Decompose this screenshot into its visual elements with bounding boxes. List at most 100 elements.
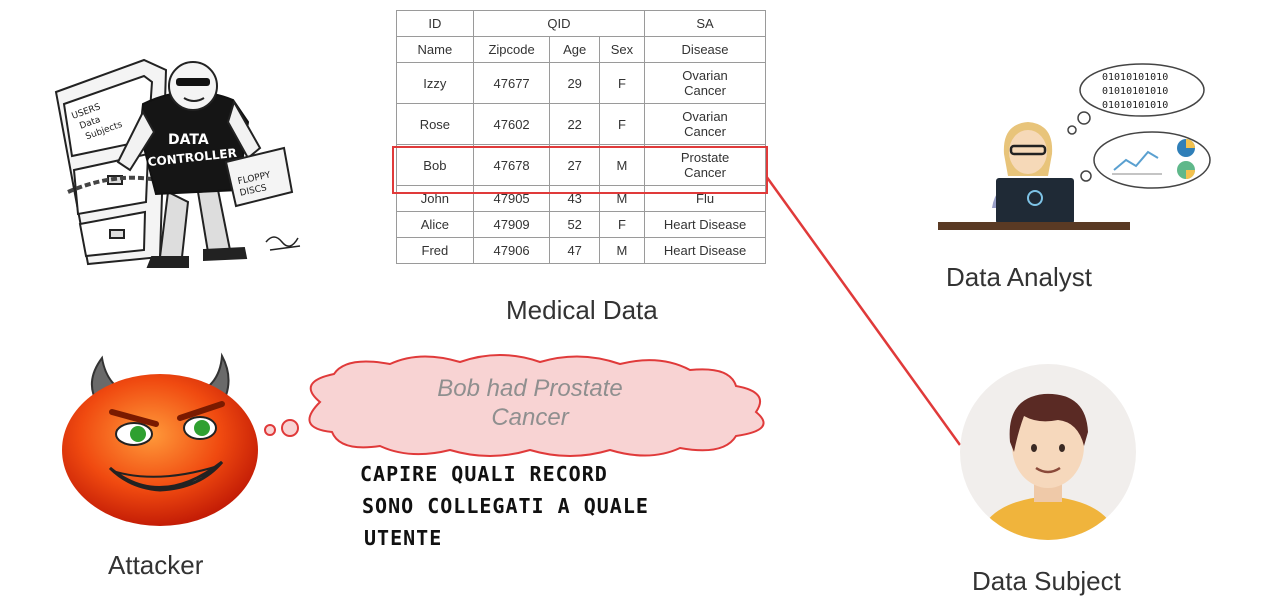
legs — [146, 188, 248, 268]
table-row: Rose 47602 22 F Ovarian Cancer — [396, 103, 766, 145]
attacker-devil-face — [62, 352, 258, 526]
avatar-face — [1012, 404, 1084, 488]
data-analyst-illustration: 01010101010 01010101010 01010101010 — [938, 63, 1211, 230]
analyst-glasses — [1009, 144, 1047, 156]
cell-age: 27 — [549, 144, 600, 186]
attacker-thought-cloud — [264, 354, 765, 457]
cell-name: Rose — [396, 103, 474, 145]
binary-thought-bubble — [1079, 63, 1205, 117]
left-brow — [109, 409, 159, 427]
cell-disease: Heart Disease — [644, 237, 766, 264]
cell-age: 47 — [549, 237, 600, 264]
table-column-header-row: Name Zipcode Age Sex Disease — [396, 36, 766, 63]
artist-signature — [265, 236, 301, 251]
right-pupil — [194, 420, 210, 436]
cell-disease-line2: Cancer — [684, 124, 726, 139]
cell-disease-line1: Prostate — [680, 150, 730, 165]
thought-line1: Bob had Prostate — [437, 375, 623, 402]
cell-disease: Heart Disease — [644, 211, 766, 238]
table-row: Fred 47906 47 M Heart Disease — [396, 237, 766, 264]
cloud-trail-dot — [281, 419, 299, 437]
highlighted-row-box — [392, 146, 768, 194]
column-header-zipcode: Zipcode — [472, 36, 551, 63]
column-header-disease: Disease — [644, 36, 766, 63]
cell-sex: F — [598, 62, 646, 104]
cell-zipcode: 47677 — [472, 62, 551, 104]
devil-grin — [108, 460, 224, 492]
cell-age: 43 — [549, 185, 600, 212]
thought-dot — [1067, 125, 1077, 135]
cell-disease: Prostate Cancer — [644, 144, 766, 186]
group-header-sa: SA — [644, 10, 766, 37]
mouth — [183, 97, 205, 102]
cell-sex: M — [598, 185, 646, 212]
handwritten-note-line3: UTENTE — [364, 526, 443, 550]
cell-age: 52 — [549, 211, 600, 238]
grin-teeth-line — [115, 465, 219, 478]
cell-sex: F — [598, 103, 646, 145]
thought-dot — [1077, 111, 1091, 125]
cell-name: Bob — [396, 144, 474, 186]
chart-thought-bubble — [1093, 131, 1211, 189]
handwritten-note-line2: SONO COLLEGATI A QUALE — [362, 494, 649, 518]
mini-pie-slice — [1186, 170, 1195, 179]
column-header-age: Age — [549, 36, 600, 63]
filing-cabinet — [54, 58, 168, 266]
avatar-right-eye — [1059, 444, 1065, 452]
subject-caption: Data Subject — [972, 566, 1121, 596]
thought-dot — [1080, 170, 1092, 182]
cell-sex: M — [598, 237, 646, 264]
thought-text: Bob had Prostate Cancer — [380, 374, 680, 432]
table-group-header-row: ID QID SA — [396, 10, 766, 37]
cell-disease-line1: Ovarian — [682, 109, 728, 124]
table-caption: Medical Data — [506, 295, 658, 325]
attacker-caption: Attacker — [108, 550, 204, 580]
avatar-shirt — [978, 496, 1118, 540]
devil-head — [62, 374, 258, 526]
group-header-id: ID — [396, 10, 474, 37]
arm-left — [116, 109, 156, 172]
binary-text-3: 01010101010 — [1102, 100, 1168, 111]
avatar-smile — [1035, 466, 1061, 474]
cell-zipcode: 47906 — [472, 237, 551, 264]
floppy-bag — [224, 146, 294, 208]
cell-sex: F — [598, 211, 646, 238]
cell-name: Alice — [396, 211, 474, 238]
cell-disease: Ovarian Cancer — [644, 103, 766, 145]
cell-disease: Ovarian Cancer — [644, 62, 766, 104]
binary-text-2: 01010101010 — [1102, 86, 1168, 97]
column-header-sex: Sex — [598, 36, 646, 63]
medical-data-table: ID QID SA Name Zipcode Age Sex Disease I… — [396, 10, 766, 264]
cell-disease-line1: Ovarian — [682, 68, 728, 83]
right-brow — [177, 401, 225, 421]
group-header-qid: QID — [472, 10, 646, 37]
desk — [938, 222, 1130, 230]
cell-disease-line2: Cancer — [684, 83, 726, 98]
mini-pie-slice — [1186, 139, 1195, 148]
cell-zipcode: 47602 — [472, 103, 551, 145]
column-header-name: Name — [396, 36, 474, 63]
thought-line2: Cancer — [491, 404, 569, 431]
sunglasses — [176, 78, 210, 86]
cell-zipcode: 47909 — [472, 211, 551, 238]
left-pupil — [130, 426, 146, 442]
table-row: Izzy 47677 29 F Ovarian Cancer — [396, 62, 766, 104]
laptop-logo — [1027, 190, 1043, 206]
analyst-face — [1009, 130, 1047, 174]
cell-name: Fred — [396, 237, 474, 264]
cloud-shape — [308, 354, 765, 457]
cell-age: 22 — [549, 103, 600, 145]
mini-line-chart-icon — [1113, 150, 1159, 171]
table-row-highlighted: Bob 47678 27 M Prostate Cancer — [396, 144, 766, 186]
avatar-left-eye — [1031, 444, 1037, 452]
binary-text-1: 01010101010 — [1102, 72, 1168, 83]
table-row: Alice 47909 52 F Heart Disease — [396, 211, 766, 238]
cell-name: Izzy — [396, 62, 474, 104]
cell-disease-line2: Cancer — [684, 165, 726, 180]
data-subject-avatar — [960, 364, 1136, 540]
cloud-trail-dot — [264, 424, 276, 436]
avatar-hair — [1009, 393, 1088, 452]
highlight-connector-line — [764, 175, 962, 446]
cell-age: 29 — [549, 62, 600, 104]
